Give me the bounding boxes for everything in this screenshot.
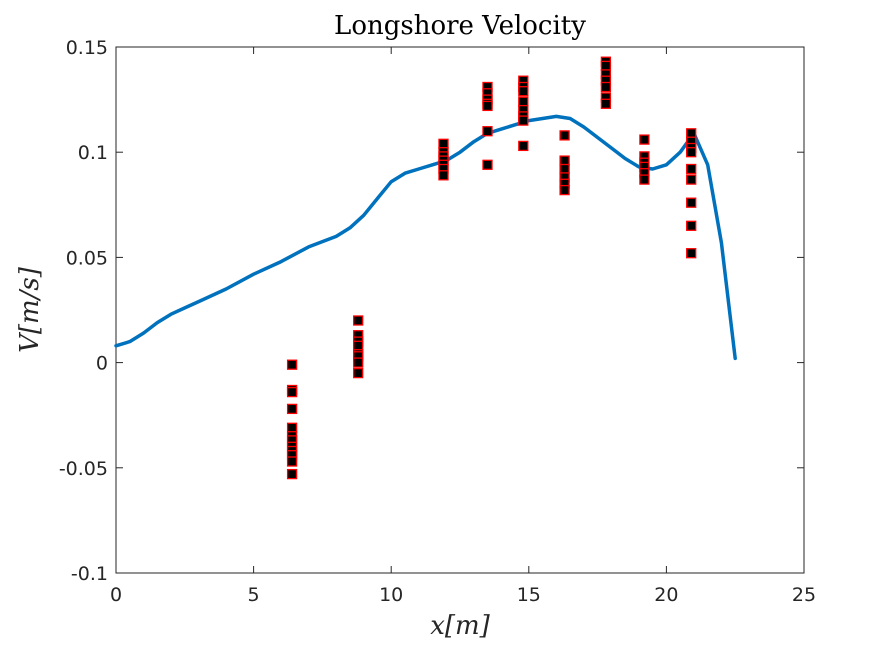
data-marker bbox=[559, 163, 570, 175]
x-tick-label: 10 bbox=[379, 584, 403, 606]
y-tick-label: -0.1 bbox=[71, 563, 108, 585]
y-tick-label: 0.1 bbox=[78, 142, 108, 164]
data-marker bbox=[518, 115, 529, 126]
data-marker bbox=[353, 367, 364, 379]
data-marker bbox=[600, 98, 612, 109]
x-tick-label: 5 bbox=[248, 584, 260, 606]
x-tick-label: 20 bbox=[654, 584, 678, 606]
y-tick-label: 0.05 bbox=[66, 247, 108, 269]
data-marker bbox=[518, 140, 529, 152]
data-marker bbox=[686, 147, 697, 158]
data-marker bbox=[686, 220, 697, 231]
x-axis-ticks: 0 5 10 15 20 25 bbox=[110, 47, 816, 606]
y-tick-label: 0.15 bbox=[66, 37, 108, 59]
plot-area bbox=[115, 46, 805, 574]
x-tick-label: 15 bbox=[517, 584, 541, 606]
data-marker bbox=[482, 126, 493, 137]
data-marker bbox=[286, 359, 298, 370]
data-marker bbox=[559, 184, 570, 196]
data-marker bbox=[639, 134, 650, 145]
x-axis-label: x[m] bbox=[430, 611, 490, 641]
data-marker bbox=[482, 159, 493, 170]
data-marker bbox=[438, 138, 449, 149]
x-tick-label: 25 bbox=[792, 584, 816, 606]
marker-layer bbox=[286, 56, 697, 480]
x-tick-label: 0 bbox=[110, 584, 122, 606]
data-marker bbox=[559, 155, 570, 166]
chart-title: Longshore Velocity bbox=[334, 11, 586, 41]
data-marker bbox=[600, 81, 612, 93]
data-marker bbox=[686, 174, 697, 185]
data-marker bbox=[686, 248, 697, 259]
y-axis-ticks: -0.1 -0.05 0 0.05 0.1 0.15 bbox=[59, 37, 804, 585]
data-marker bbox=[286, 422, 298, 433]
data-marker bbox=[518, 86, 529, 97]
data-marker bbox=[686, 163, 697, 175]
y-tick-label: -0.05 bbox=[59, 458, 108, 480]
data-marker bbox=[286, 456, 298, 467]
data-marker bbox=[353, 357, 364, 368]
y-axis-label: V[m/s] bbox=[15, 266, 45, 353]
data-marker bbox=[686, 128, 697, 139]
data-marker bbox=[639, 174, 650, 185]
data-marker bbox=[286, 468, 298, 480]
data-marker bbox=[559, 130, 570, 141]
data-marker bbox=[518, 96, 529, 107]
data-marker bbox=[286, 403, 298, 415]
data-marker bbox=[482, 100, 493, 112]
data-marker bbox=[686, 197, 697, 208]
data-marker bbox=[600, 60, 612, 72]
data-marker bbox=[353, 315, 364, 326]
data-marker bbox=[286, 386, 298, 398]
data-marker bbox=[438, 170, 449, 181]
y-tick-label: 0 bbox=[96, 353, 108, 375]
data-marker bbox=[353, 340, 364, 351]
